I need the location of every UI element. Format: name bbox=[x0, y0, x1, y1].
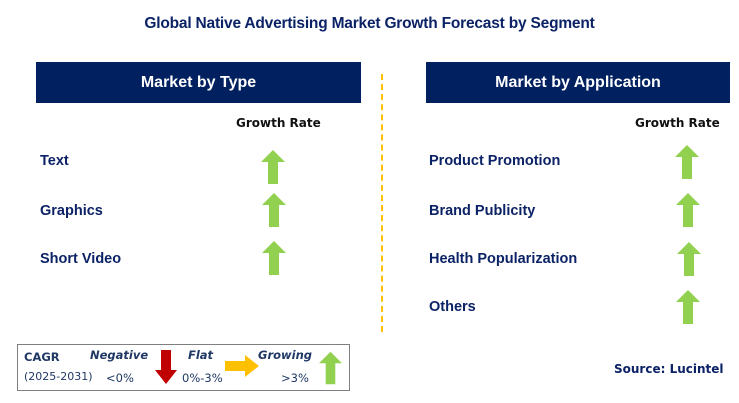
list-item-label: Short Video bbox=[40, 251, 122, 267]
panel-header-label: Market by Application bbox=[495, 73, 661, 91]
legend-period: (2025-2031) bbox=[24, 370, 93, 383]
cagr-legend: CAGR (2025-2031) Negative <0% Flat 0%-3%… bbox=[17, 344, 350, 391]
legend-cagr-label: CAGR bbox=[24, 350, 60, 364]
source-label: Source: Lucintel bbox=[614, 362, 724, 376]
growth-rate-label: Growth Rate bbox=[236, 116, 321, 130]
list-item-label: Brand Publicity bbox=[429, 203, 536, 219]
legend-growing-range: >3% bbox=[281, 371, 309, 385]
legend-flat-label: Flat bbox=[188, 348, 214, 362]
panel-header-label: Market by Type bbox=[140, 73, 257, 91]
list-item-label: Others bbox=[429, 299, 476, 315]
legend-negative-range: <0% bbox=[106, 371, 134, 385]
legend-flat-range: 0%-3% bbox=[182, 371, 223, 385]
arrow-up-icon bbox=[676, 193, 700, 227]
list-item-label: Health Popularization bbox=[429, 251, 578, 267]
growth-rate-label: Growth Rate bbox=[635, 116, 720, 130]
page-title: Global Native Advertising Market Growth … bbox=[144, 15, 595, 32]
panel-header-type: Market by Type bbox=[36, 62, 361, 103]
arrow-up-icon bbox=[261, 150, 285, 184]
arrow-up-icon bbox=[262, 193, 286, 227]
legend-negative-label: Negative bbox=[90, 348, 149, 362]
arrow-down-icon bbox=[155, 350, 177, 384]
arrow-up-icon bbox=[676, 290, 700, 324]
arrow-up-icon bbox=[677, 242, 701, 276]
arrow-up-icon bbox=[319, 351, 342, 385]
list-item-label: Graphics bbox=[40, 203, 103, 219]
arrow-up-icon bbox=[675, 145, 699, 179]
list-item-label: Text bbox=[40, 153, 69, 169]
list-item-label: Product Promotion bbox=[429, 153, 561, 169]
dashed-divider bbox=[381, 74, 383, 332]
arrow-up-icon bbox=[262, 241, 286, 275]
panel-header-application: Market by Application bbox=[426, 62, 730, 103]
legend-growing-label: Growing bbox=[258, 348, 312, 362]
arrow-right-icon bbox=[225, 355, 259, 377]
